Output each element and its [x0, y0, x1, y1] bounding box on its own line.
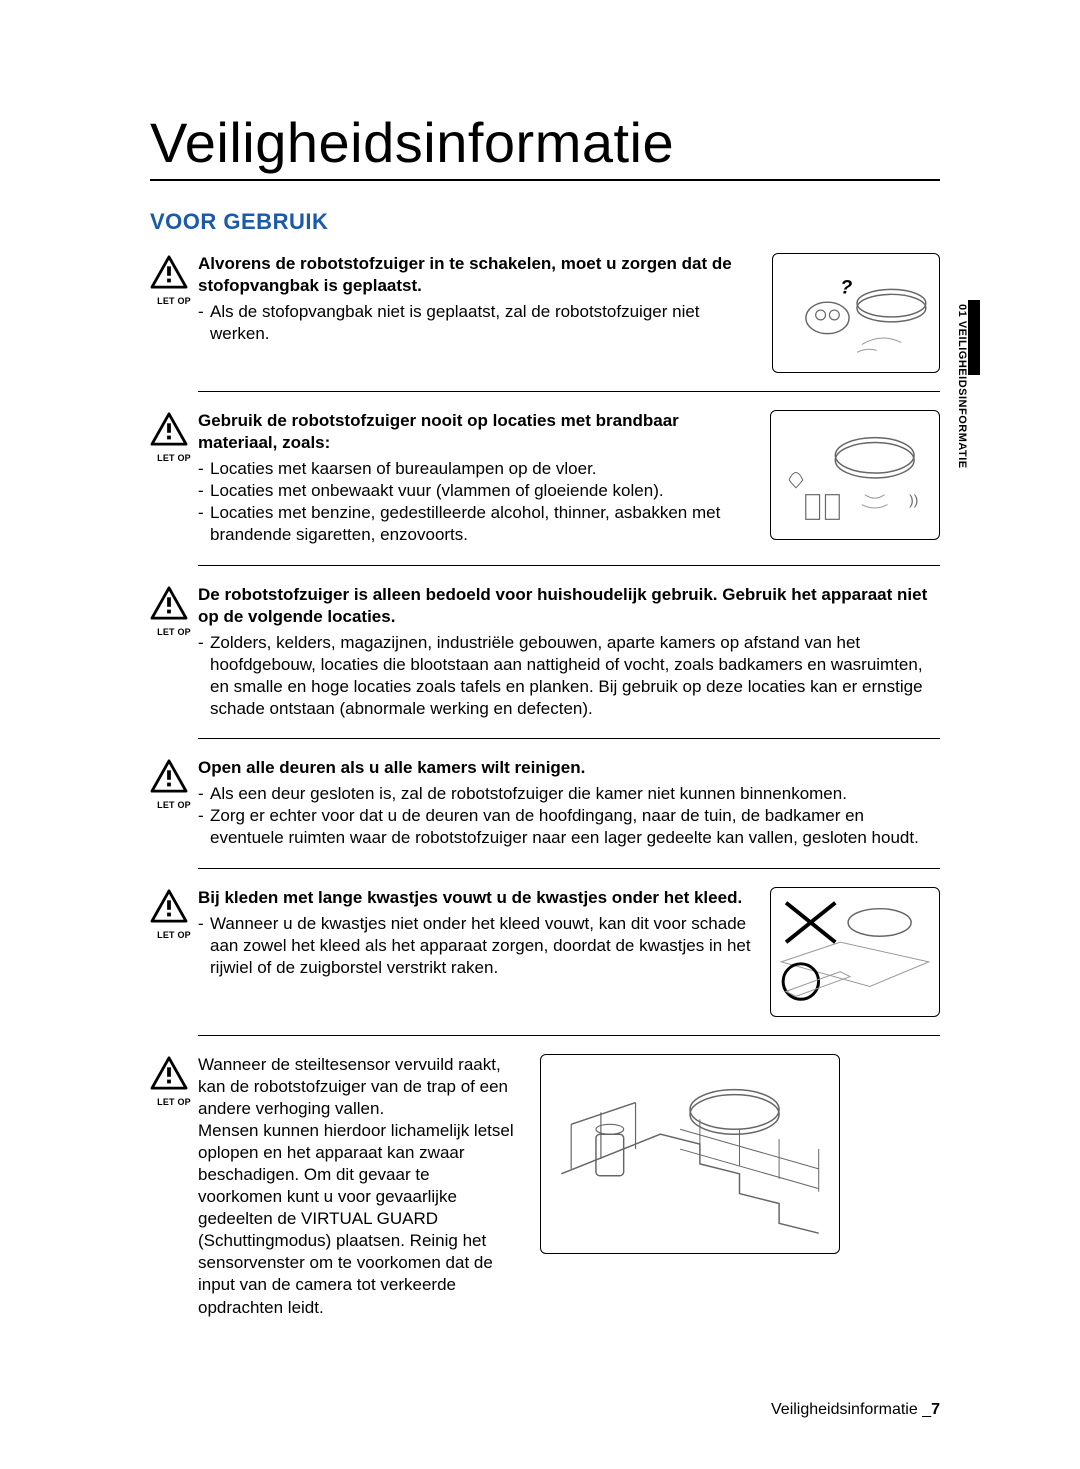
warning-body-text: Wanneer de steiltesensor vervuild raakt,… — [198, 1054, 518, 1319]
warning-block: LET OP Open alle deuren als u alle kamer… — [150, 757, 940, 849]
warning-icon-column: LET OP — [150, 584, 198, 721]
warning-body: -Zolders, kelders, magazijnen, industrië… — [198, 632, 930, 720]
footer-page-number: 7 — [931, 1401, 940, 1418]
warning-label: LET OP — [150, 296, 198, 306]
page-title: Veiligheidsinformatie — [150, 110, 940, 181]
warning-bullet: Zolders, kelders, magazijnen, industriël… — [210, 632, 930, 720]
warning-triangle-icon — [150, 255, 188, 289]
warning-heading: Gebruik de robotstofzuiger nooit op loca… — [198, 410, 752, 454]
page-container: Veiligheidsinformatie VOOR GEBRUIK LET O… — [0, 0, 1080, 1397]
separator — [198, 565, 940, 566]
separator — [198, 1035, 940, 1036]
side-tab: 01 VEILIGHEIDSINFORMATIE — [956, 300, 980, 580]
warning-bullet: Zorg er echter voor dat u de deuren van … — [210, 805, 930, 849]
warning-content: Bij kleden met lange kwastjes vouwt u de… — [198, 887, 762, 1017]
svg-text:)): )) — [909, 493, 918, 508]
footer-label: Veiligheidsinformatie _ — [771, 1401, 931, 1418]
warning-icon-column: LET OP — [150, 887, 198, 1017]
illustration-rug-tassels — [770, 887, 940, 1017]
warning-bullet: Wanneer u de kwastjes niet onder het kle… — [210, 913, 752, 979]
svg-text:?: ? — [840, 276, 852, 298]
warning-content: Wanneer de steiltesensor vervuild raakt,… — [198, 1054, 528, 1319]
warning-label: LET OP — [150, 800, 198, 810]
section-heading: VOOR GEBRUIK — [150, 209, 940, 235]
warning-triangle-icon — [150, 889, 188, 923]
warning-content: Open alle deuren als u alle kamers wilt … — [198, 757, 940, 849]
warning-label: LET OP — [150, 453, 198, 463]
warning-icon-column: LET OP — [150, 757, 198, 849]
separator — [198, 868, 940, 869]
warning-body: -Als de stofopvangbak niet is geplaatst,… — [198, 301, 754, 345]
page-footer: Veiligheidsinformatie _7 — [771, 1401, 940, 1419]
warning-bullet: Locaties met benzine, gedestilleerde alc… — [210, 502, 752, 546]
warning-icon-column: LET OP — [150, 410, 198, 547]
warning-block: LET OP Alvorens de robotstofzuiger in te… — [150, 253, 940, 373]
warning-block: LET OP Bij kleden met lange kwastjes vou… — [150, 887, 940, 1017]
warning-content: De robotstofzuiger is alleen bedoeld voo… — [198, 584, 940, 721]
warning-content: Alvorens de robotstofzuiger in te schake… — [198, 253, 764, 373]
separator — [198, 391, 940, 392]
warning-block: LET OP De robotstofzuiger is alleen bedo… — [150, 584, 940, 721]
warning-icon-column: LET OP — [150, 1054, 198, 1319]
warning-triangle-icon — [150, 412, 188, 446]
warning-triangle-icon — [150, 586, 188, 620]
warning-triangle-icon — [150, 1056, 188, 1090]
warning-bullet: Als de stofopvangbak niet is geplaatst, … — [210, 301, 754, 345]
warning-body: -Als een deur gesloten is, zal de robots… — [198, 783, 930, 849]
warning-bullet: Als een deur gesloten is, zal de robotst… — [210, 783, 847, 805]
warning-content: Gebruik de robotstofzuiger nooit op loca… — [198, 410, 762, 547]
separator — [198, 738, 940, 739]
warning-label: LET OP — [150, 627, 198, 637]
warning-block: LET OP Gebruik de robotstofzuiger nooit … — [150, 410, 940, 547]
side-tab-marker — [968, 300, 980, 375]
warning-bullet: Locaties met onbewaakt vuur (vlammen of … — [210, 480, 664, 502]
warning-block: LET OP Wanneer de steiltesensor vervuild… — [150, 1054, 940, 1319]
warning-triangle-icon — [150, 759, 188, 793]
warning-heading: Open alle deuren als u alle kamers wilt … — [198, 757, 930, 779]
warning-heading: Alvorens de robotstofzuiger in te schake… — [198, 253, 754, 297]
warning-heading: De robotstofzuiger is alleen bedoeld voo… — [198, 584, 930, 628]
warning-bullet: Locaties met kaarsen of bureaulampen op … — [210, 458, 597, 480]
warning-body: -Locaties met kaarsen of bureaulampen op… — [198, 458, 752, 546]
illustration-stairs — [540, 1054, 840, 1254]
warning-icon-column: LET OP — [150, 253, 198, 373]
warning-label: LET OP — [150, 1097, 198, 1107]
illustration-dustbin: ? — [772, 253, 940, 373]
warning-heading: Bij kleden met lange kwastjes vouwt u de… — [198, 887, 752, 909]
side-tab-label: 01 VEILIGHEIDSINFORMATIE — [956, 300, 968, 469]
warning-body: -Wanneer u de kwastjes niet onder het kl… — [198, 913, 752, 979]
warning-label: LET OP — [150, 930, 198, 940]
illustration-flammable: )) — [770, 410, 940, 540]
